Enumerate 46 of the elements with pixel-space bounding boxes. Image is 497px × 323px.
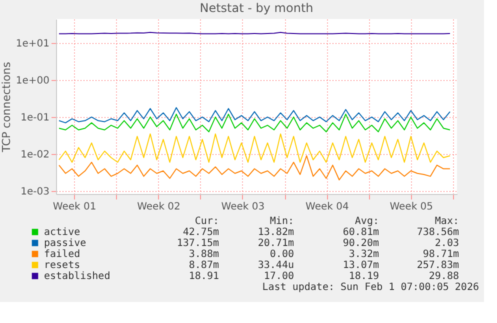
text: Avg: xyxy=(354,216,379,227)
x-tick-label: Week 05 xyxy=(390,202,434,212)
legend-label: established xyxy=(44,271,110,282)
legend-label: resets xyxy=(44,260,80,271)
x-tick-label: Week 04 xyxy=(306,202,349,212)
text: Min: xyxy=(270,216,294,227)
text: 20.71m xyxy=(258,238,294,249)
text: 90.20m xyxy=(342,238,379,249)
text: Max: xyxy=(434,216,459,227)
text: 33.44u xyxy=(258,260,294,271)
legend-label: passive xyxy=(44,238,86,249)
line-series xyxy=(58,114,450,132)
text: 18.91 xyxy=(188,271,219,282)
text: 2.03 xyxy=(434,238,459,249)
y-tick-label: 1e-03 xyxy=(20,186,50,198)
line-series xyxy=(58,107,450,124)
line-series xyxy=(58,133,450,163)
text: 18.19 xyxy=(348,271,379,282)
x-tick-label: Week 03 xyxy=(221,202,265,212)
text: 0.00 xyxy=(270,249,294,260)
y-tick-label: 1e-01 xyxy=(20,112,50,124)
text: 98.71m xyxy=(422,249,459,260)
y-axis-title: TCP connections xyxy=(0,62,13,154)
y-tick-label: 1e+01 xyxy=(16,38,50,50)
text: 3.88m xyxy=(188,249,219,260)
y-tick-label: 1e-02 xyxy=(20,150,50,161)
y-tick-label: 1e+00 xyxy=(16,76,50,87)
text: 29.88 xyxy=(428,271,459,282)
x-tick-label: Week 01 xyxy=(52,202,96,212)
text: Cur: xyxy=(194,216,219,227)
text: 137.15m xyxy=(176,238,219,249)
text: 60.81m xyxy=(342,227,379,238)
text: Last update: Sun Feb 1 07:00:05 2026 xyxy=(262,282,479,293)
text: 42.75m xyxy=(182,227,219,238)
text: 13.07m xyxy=(342,260,379,271)
text: 8.87m xyxy=(188,260,219,271)
text: 17.00 xyxy=(264,271,294,282)
line-series xyxy=(58,155,450,180)
x-tick-label: Week 02 xyxy=(137,202,180,212)
text: 257.83m xyxy=(416,260,459,271)
chart-title: Netstat - by month xyxy=(200,1,314,15)
text: 3.32m xyxy=(348,249,379,260)
legend-label: active xyxy=(44,227,80,238)
text: 13.82m xyxy=(258,227,294,238)
legend-label: failed xyxy=(44,249,80,260)
text: 738.56m xyxy=(416,227,459,238)
